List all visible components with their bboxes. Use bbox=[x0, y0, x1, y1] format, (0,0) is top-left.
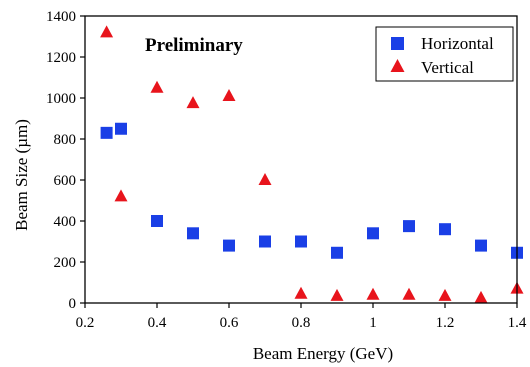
horizontal-point bbox=[331, 246, 343, 259]
vertical-point bbox=[402, 287, 416, 300]
preliminary-annotation: Preliminary bbox=[145, 35, 243, 56]
legend-square-icon bbox=[391, 37, 404, 50]
vertical-point bbox=[150, 80, 164, 93]
x-axis-title: Beam Energy (GeV) bbox=[253, 344, 393, 363]
horizontal-point bbox=[367, 227, 379, 240]
horizontal-point bbox=[187, 227, 199, 240]
y-tick-label: 600 bbox=[54, 173, 77, 189]
x-tick-label: 1.2 bbox=[436, 315, 455, 331]
y-tick-label: 1000 bbox=[46, 91, 76, 107]
data-marks bbox=[100, 25, 524, 303]
horizontal-point bbox=[100, 126, 113, 139]
vertical-point bbox=[474, 290, 488, 303]
horizontal-point bbox=[259, 235, 271, 248]
axis-ticks: 0.2 0.4 0.6 0.8 1 1.2 1.4 0 200 400 600 800 1000 1200… bbox=[46, 9, 527, 331]
legend: Horizontal Vertical bbox=[375, 26, 514, 82]
x-tick-label: 1.4 bbox=[508, 315, 527, 331]
vertical-point bbox=[438, 288, 452, 301]
legend-label-vertical: Vertical bbox=[421, 58, 474, 77]
y-tick-label: 400 bbox=[54, 214, 77, 230]
vertical-point bbox=[186, 96, 200, 109]
vertical-point bbox=[114, 189, 128, 202]
vertical-point bbox=[366, 287, 380, 300]
horizontal-point bbox=[295, 235, 307, 248]
x-tick-label: 1 bbox=[369, 315, 377, 331]
legend-triangle-icon bbox=[390, 59, 405, 72]
x-tick-label: 0.6 bbox=[220, 315, 239, 331]
vertical-point bbox=[330, 288, 344, 301]
x-tick-label: 0.2 bbox=[76, 315, 95, 331]
y-tick-label: 200 bbox=[54, 255, 77, 271]
x-tick-label: 0.4 bbox=[148, 315, 167, 331]
vertical-point bbox=[100, 25, 114, 38]
y-tick-label: 1200 bbox=[46, 50, 76, 66]
horizontal-point bbox=[475, 239, 487, 252]
vertical-point bbox=[258, 173, 272, 185]
horizontal-point bbox=[439, 223, 451, 236]
horizontal-point bbox=[151, 215, 163, 227]
y-tick-label: 0 bbox=[69, 296, 77, 312]
legend-label-horizontal: Horizontal bbox=[421, 34, 494, 53]
y-tick-label: 800 bbox=[54, 132, 77, 148]
y-axis-title: Beam Size (µm) bbox=[12, 119, 31, 231]
y-tick-label: 1400 bbox=[46, 9, 76, 25]
horizontal-point bbox=[115, 122, 127, 135]
x-tick-label: 0.8 bbox=[292, 315, 311, 331]
vertical-point bbox=[294, 286, 308, 299]
horizontal-point bbox=[223, 239, 235, 252]
horizontal-point bbox=[403, 220, 415, 233]
vertical-point bbox=[222, 88, 236, 101]
